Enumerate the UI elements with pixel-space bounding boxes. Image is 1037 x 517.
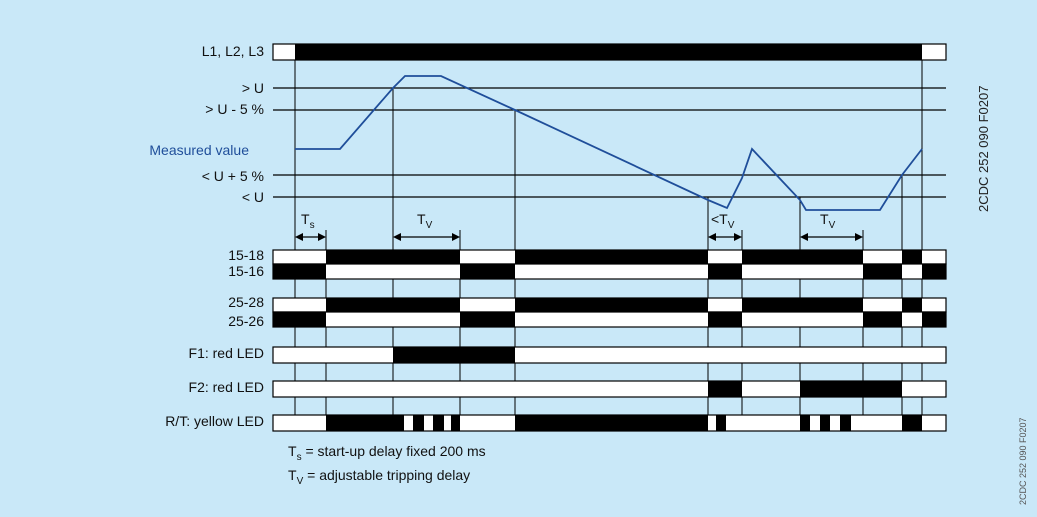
contact-1-bar-b (272, 263, 947, 280)
ts-arrow-head-right (318, 233, 326, 241)
contact-1-bar-b-on-segment-3 (708, 264, 742, 279)
tv-2-arrow-head-left (708, 233, 716, 241)
doc-code-small: 2CDC 252 090 F0207 (1018, 417, 1028, 505)
contact-2-bar-b-on-segment-1 (273, 312, 326, 327)
contact-1-bar-b-on-segment-1 (273, 264, 326, 279)
contact-1-bar-b-on-segment-5 (922, 264, 946, 279)
rt-led-bar-on-segment-5 (451, 415, 460, 431)
contact-2-bar-b-on-segment-3 (708, 312, 742, 327)
tv-3-arrow-head-left (800, 233, 808, 241)
rt-led-bar-on-segment-1 (326, 415, 393, 431)
rt-led-bar-on-segment-7 (716, 415, 726, 431)
contact-2-bar-a-on-segment-3 (742, 298, 863, 312)
upper-threshold-label: > U (242, 80, 264, 96)
ts-arrow-head-left (295, 233, 303, 241)
f1-led-bar (272, 346, 947, 364)
lower-hysteresis-label: < U + 5 % (202, 168, 264, 184)
rt-led-bar (272, 414, 947, 432)
state-bars (272, 43, 947, 432)
tv-3-arrow-head-right (855, 233, 863, 241)
delay-arrows (295, 233, 863, 241)
rt-led-bar-on-segment-8 (800, 415, 810, 431)
supply-label: L1, L2, L3 (202, 43, 264, 59)
f2-led-label: F2: red LED (189, 379, 264, 395)
contact-2-label-a: 25-28 (228, 294, 264, 310)
contact-1-bar-a-on-segment-4 (902, 250, 922, 264)
contact-2-bar-a-on-segment-2 (515, 298, 708, 312)
contact-1-label-b: 15-16 (228, 263, 264, 279)
tv-2-arrow-head-right (734, 233, 742, 241)
legend-tv: TV = adjustable tripping delay (288, 467, 470, 487)
contact-2-bar-a-on-segment-4 (902, 298, 922, 312)
rt-led-bar-on-segment-4 (433, 415, 444, 431)
f1-led-bar-on-segment-1 (393, 347, 515, 363)
f2-led-bar-frame (272, 380, 947, 398)
contact-2-bar-b-on-segment-4 (863, 312, 902, 327)
upper-hysteresis-label: > U - 5 % (205, 101, 264, 117)
rt-led-bar-on-segment-2 (393, 415, 404, 431)
ts-delay-label: Ts (301, 211, 315, 231)
measured-value-label: Measured value (149, 142, 249, 158)
contact-2-bar-a-on-segment-1 (326, 298, 460, 312)
tv-delay-label-3: TV (820, 211, 836, 231)
rt-led-bar-on-segment-3 (413, 415, 424, 431)
f2-led-bar-on-segment-1 (708, 381, 742, 397)
measured-value-curve (295, 75, 923, 211)
legend-ts: Ts = start-up delay fixed 200 ms (288, 443, 486, 463)
contact-1-bar-a (272, 249, 947, 265)
contact-2-bar-a (272, 297, 947, 313)
contact-1-bar-b-frame (272, 263, 947, 280)
doc-code-vertical: 2CDC 252 090 F0207 (976, 86, 991, 212)
contact-1-label-a: 15-18 (228, 247, 264, 263)
contact-1-bar-a-on-segment-1 (326, 250, 460, 264)
contact-2-bar-b-on-segment-5 (922, 312, 946, 327)
rt-led-bar-on-segment-6 (515, 415, 708, 431)
tv-delay-label-2: <TV (711, 211, 735, 231)
f2-led-bar-on-segment-2 (800, 381, 902, 397)
supply-row-bar (272, 43, 947, 61)
tv-1-arrow-head-left (393, 233, 401, 241)
tv-delay-label-1: TV (417, 211, 433, 231)
contact-1-bar-b-on-segment-2 (460, 264, 515, 279)
contact-2-label-b: 25-26 (228, 313, 264, 329)
f1-led-bar-frame (272, 346, 947, 364)
contact-2-bar-b-frame (272, 311, 947, 328)
contact-1-bar-a-on-segment-3 (742, 250, 863, 264)
rt-led-bar-on-segment-11 (902, 415, 922, 431)
f1-led-label: F1: red LED (189, 345, 264, 361)
contact-2-bar-b (272, 311, 947, 328)
contact-1-bar-a-on-segment-2 (515, 250, 708, 264)
rt-led-label: R/T: yellow LED (165, 413, 264, 429)
voltage-level-lines (273, 87, 946, 198)
tv-1-arrow-head-right (452, 233, 460, 241)
contact-2-bar-b-on-segment-2 (460, 312, 515, 327)
supply-row-bar-on-segment-1 (295, 44, 922, 60)
rt-led-bar-on-segment-10 (840, 415, 851, 431)
contact-1-bar-b-on-segment-4 (863, 264, 902, 279)
rt-led-bar-on-segment-9 (820, 415, 830, 431)
lower-threshold-label: < U (242, 189, 264, 205)
f2-led-bar (272, 380, 947, 398)
